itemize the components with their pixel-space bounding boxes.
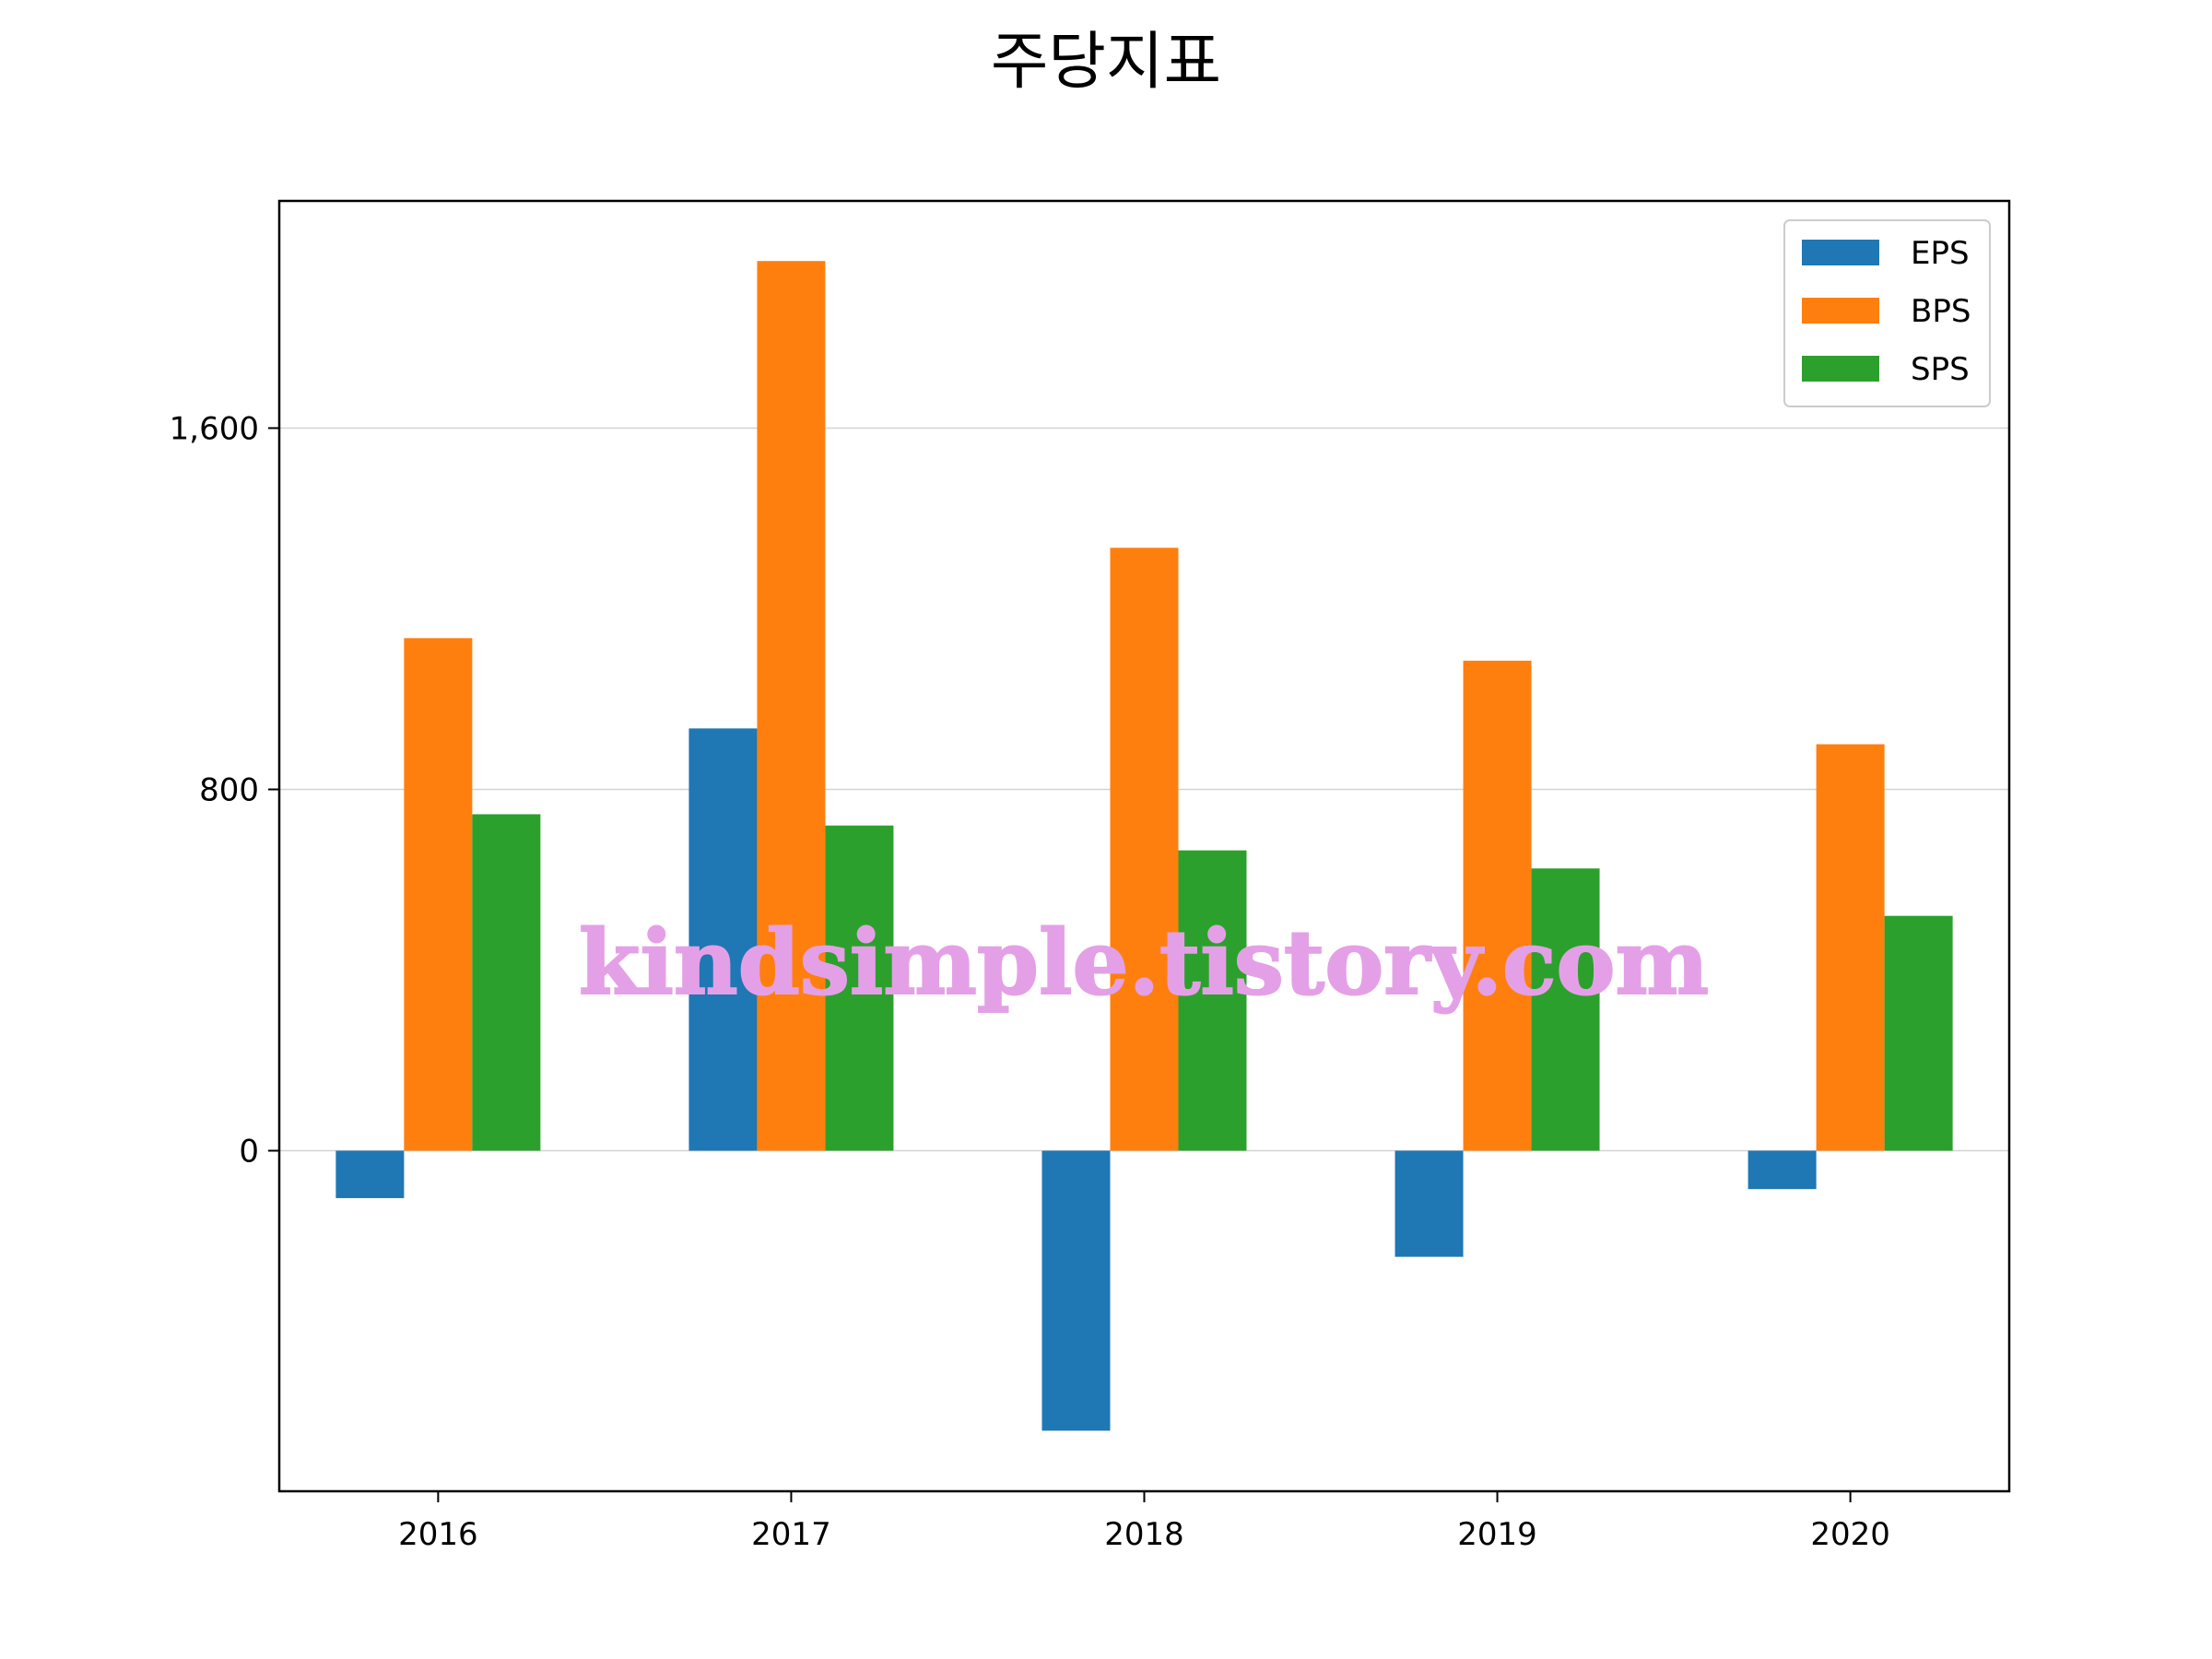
watermark: kindsimple.tistory.com <box>579 911 1709 1015</box>
legend-label-eps: EPS <box>1911 235 1970 272</box>
y-tick-label: 800 <box>199 772 259 809</box>
bar-sps-2018 <box>1178 850 1247 1151</box>
bar-eps-2018 <box>1041 1150 1111 1431</box>
legend-label-sps: SPS <box>1911 351 1970 388</box>
y-tick-label: 1,600 <box>170 411 259 448</box>
bar-sps-2016 <box>472 814 541 1151</box>
bar-eps-2017 <box>688 728 758 1151</box>
chart-title: 주당지표 <box>991 26 1221 99</box>
legend-swatch-bps <box>1802 298 1879 324</box>
y-tick-label: 0 <box>239 1134 259 1171</box>
bar-eps-2019 <box>1394 1150 1464 1257</box>
x-tick-label: 2019 <box>1457 1516 1537 1553</box>
y-axis: 0 800 1,600 <box>170 411 279 1171</box>
bar-sps-2019 <box>1531 868 1600 1151</box>
x-tick-label: 2017 <box>751 1516 831 1553</box>
legend-swatch-sps <box>1802 356 1879 382</box>
legend-swatch-eps <box>1802 240 1879 265</box>
bar-sps-2020 <box>1884 915 1953 1151</box>
x-tick-label: 2016 <box>398 1516 478 1553</box>
bar-sps-2017 <box>825 825 894 1151</box>
bar-bps-2020 <box>1816 744 1885 1151</box>
bars <box>335 261 1953 1431</box>
bar-bps-2018 <box>1110 547 1179 1151</box>
bar-bps-2016 <box>404 638 473 1151</box>
bar-bps-2019 <box>1463 660 1532 1151</box>
bar-eps-2020 <box>1747 1150 1817 1190</box>
x-axis: 2016 2017 2018 2019 2020 <box>398 1491 1890 1553</box>
x-tick-label: 2018 <box>1104 1516 1184 1553</box>
bar-bps-2017 <box>757 261 826 1151</box>
legend: EPS BPS SPS <box>1783 219 1991 407</box>
bar-eps-2016 <box>335 1150 405 1198</box>
x-tick-label: 2020 <box>1810 1516 1890 1553</box>
legend-label-bps: BPS <box>1911 293 1971 330</box>
